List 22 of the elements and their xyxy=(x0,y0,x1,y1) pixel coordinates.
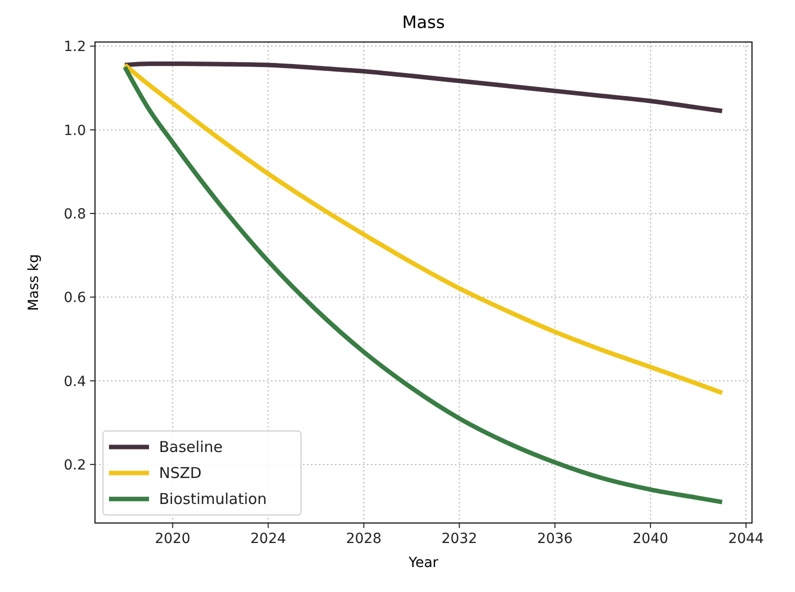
x-axis-title: Year xyxy=(408,555,439,571)
legend-label: Baseline xyxy=(159,438,223,456)
x-tick-label: 2044 xyxy=(728,531,764,547)
line-series xyxy=(122,62,724,114)
legend-label: Biostimulation xyxy=(159,490,267,508)
legend-label: NSZD xyxy=(159,464,202,482)
x-tick-label: 2040 xyxy=(632,531,668,547)
x-tick-label: 2036 xyxy=(537,531,573,547)
y-tick-label: 0.4 xyxy=(64,374,86,390)
y-tick-label: 1.0 xyxy=(64,122,86,139)
line-series xyxy=(122,62,724,396)
x-tick-label: 2024 xyxy=(250,531,286,547)
chart-title: Mass xyxy=(402,13,446,33)
x-tick-label: 2028 xyxy=(346,531,382,547)
x-tick-label: 2032 xyxy=(442,531,478,547)
y-axis-title: Mass kg xyxy=(26,254,42,311)
y-tick-label: 0.2 xyxy=(64,457,86,474)
x-tick-label: 2020 xyxy=(154,531,190,547)
line-series xyxy=(122,64,724,504)
y-tick-label: 1.2 xyxy=(64,39,86,56)
y-tick-label: 0.6 xyxy=(64,290,86,306)
y-tick-label: 0.8 xyxy=(64,206,86,222)
